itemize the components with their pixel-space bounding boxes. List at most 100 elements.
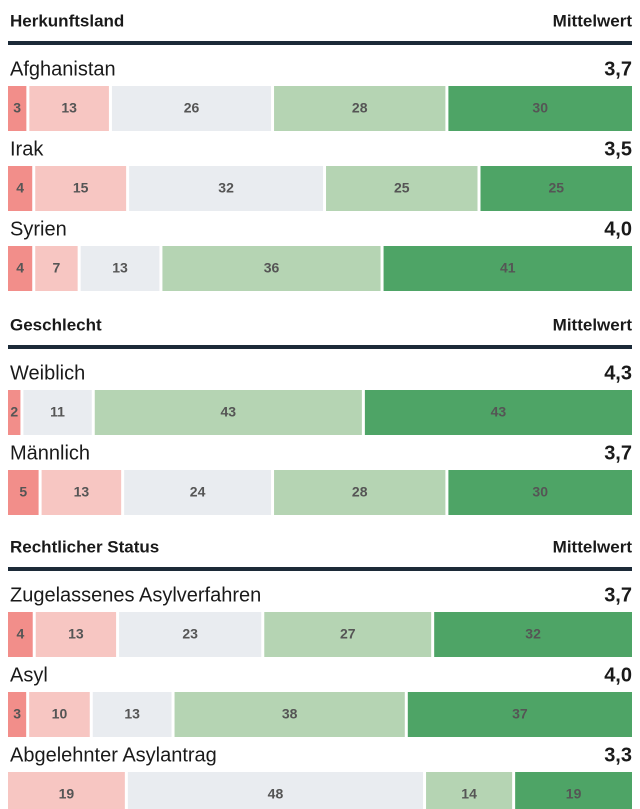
row-label: Irak (10, 138, 44, 160)
bar-segment (515, 772, 632, 809)
bar-segment (8, 772, 125, 809)
segment-label: 13 (74, 484, 90, 500)
bar-segment (274, 86, 446, 131)
bar-segment (35, 612, 117, 657)
mean-label: 3,7 (604, 58, 632, 80)
segment-label: 7 (53, 260, 61, 276)
section-title: Geschlecht (10, 315, 102, 334)
bar-segment (23, 390, 92, 435)
segment-label: 4 (16, 180, 24, 196)
bar-segment (264, 612, 432, 657)
bar-segment (407, 692, 632, 737)
segment-label: 5 (19, 484, 27, 500)
bar-segment (8, 390, 21, 435)
segment-label: 13 (61, 100, 77, 116)
section-rule (8, 567, 632, 571)
segment-label: 27 (340, 626, 356, 642)
segment-label: 36 (264, 260, 280, 276)
bar-segment (29, 86, 109, 131)
segment-label: 25 (548, 180, 564, 196)
segment-label: 24 (190, 484, 206, 500)
segment-label: 28 (352, 484, 368, 500)
segment-label: 41 (500, 260, 516, 276)
bar-segment (174, 692, 405, 737)
row-label: Weiblich (10, 362, 85, 384)
bar-segment (8, 86, 27, 131)
segment-label: 38 (282, 706, 298, 722)
segment-label: 13 (112, 260, 128, 276)
segment-label: 37 (512, 706, 528, 722)
row-label: Afghanistan (10, 58, 116, 80)
section-rule (8, 41, 632, 45)
section-title: Herkunftsland (10, 11, 124, 30)
mean-label: 3,3 (604, 744, 632, 766)
segment-label: 26 (184, 100, 200, 116)
bar-segment (383, 246, 632, 291)
mean-title: Mittelwert (553, 537, 633, 556)
bar-segment (480, 166, 632, 211)
bar-segment (29, 692, 90, 737)
bar-segment (8, 692, 27, 737)
bar-segment (426, 772, 513, 809)
segment-label: 13 (68, 626, 84, 642)
mean-title: Mittelwert (553, 315, 633, 334)
segment-label: 23 (182, 626, 198, 642)
section-title: Rechtlicher Status (10, 537, 159, 556)
segment-label: 43 (221, 404, 237, 420)
row-label: Syrien (10, 218, 67, 240)
bar-segment (8, 166, 33, 211)
bar-segment (8, 246, 33, 291)
segment-label: 3 (13, 706, 21, 722)
segment-label: 30 (532, 100, 548, 116)
segment-label: 48 (268, 786, 284, 802)
bar-segment (41, 470, 122, 515)
segment-label: 30 (532, 484, 548, 500)
segment-label: 25 (394, 180, 410, 196)
mean-label: 4,0 (604, 218, 632, 240)
segment-label: 11 (50, 404, 65, 420)
bar-segment (129, 166, 324, 211)
bar-segment (448, 86, 632, 131)
section-rule (8, 345, 632, 349)
bar-segment (124, 470, 272, 515)
segment-label: 19 (59, 786, 75, 802)
segment-label: 43 (491, 404, 507, 420)
segment-label: 4 (16, 626, 24, 642)
segment-label: 10 (52, 706, 68, 722)
segment-label: 32 (218, 180, 234, 196)
segment-label: 14 (461, 786, 477, 802)
segment-label: 13 (124, 706, 140, 722)
bar-segment (119, 612, 262, 657)
segment-label: 19 (566, 786, 582, 802)
bar-segment (94, 390, 362, 435)
mean-title: Mittelwert (553, 11, 633, 30)
mean-label: 3,5 (604, 138, 632, 160)
bar-segment (162, 246, 381, 291)
mean-label: 3,7 (604, 584, 632, 606)
bar-segment (35, 246, 78, 291)
segment-label: 32 (525, 626, 541, 642)
bar-segment (8, 612, 33, 657)
segment-label: 2 (10, 404, 18, 420)
bar-segment (127, 772, 424, 809)
bar-segment (80, 246, 160, 291)
row-label: Zugelassenes Asylverfahren (10, 584, 261, 606)
bar-segment (448, 470, 632, 515)
mean-label: 3,7 (604, 442, 632, 464)
segment-label: 28 (352, 100, 368, 116)
segment-label: 15 (73, 180, 89, 196)
bar-segment (35, 166, 127, 211)
bar-segment (111, 86, 272, 131)
bar-segment (8, 470, 39, 515)
bar-segment (434, 612, 632, 657)
bar-segment (326, 166, 478, 211)
row-label: Männlich (10, 442, 90, 464)
bar-segment (92, 692, 172, 737)
segment-label: 3 (13, 100, 21, 116)
row-label: Abgelehnter Asylantrag (10, 744, 217, 766)
row-label: Asyl (10, 664, 48, 686)
bar-segment (364, 390, 632, 435)
mean-label: 4,3 (604, 362, 632, 384)
bar-segment (274, 470, 446, 515)
